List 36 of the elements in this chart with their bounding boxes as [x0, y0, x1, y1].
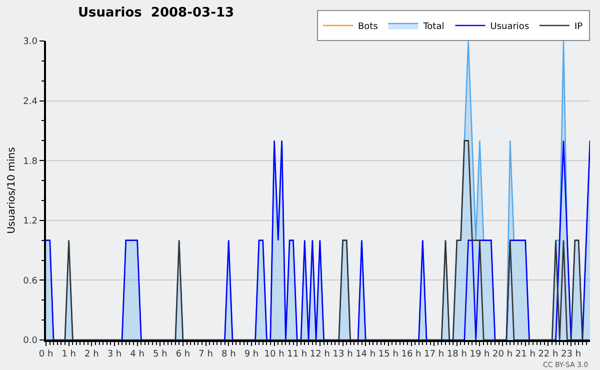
y-axis-title: Usuarios/10 mins: [6, 147, 18, 234]
y-tick-label: 0.6: [23, 276, 38, 286]
y-tick-label: 0.0: [23, 336, 38, 346]
x-tick-label: 10 h: [264, 350, 284, 360]
x-tick-label: 7 h: [198, 350, 213, 360]
x-tick-label: 22 h: [538, 350, 558, 360]
x-tick-label: 9 h: [244, 350, 259, 360]
x-tick-label: 8 h: [221, 350, 236, 360]
legend-label: Total: [422, 22, 444, 32]
legend-label: Usuarios: [490, 22, 530, 32]
x-tick-label: 14 h: [356, 350, 376, 360]
x-tick-label: 11 h: [287, 350, 308, 360]
chart-title: Usuarios 2008-03-13: [78, 6, 234, 20]
legend-label: IP: [574, 22, 584, 32]
x-tick-label: 3 h: [107, 350, 122, 360]
x-tick-label: 2 h: [84, 350, 99, 360]
y-tick-label: 1.2: [23, 216, 38, 227]
x-tick-label: 0 h: [38, 350, 54, 360]
y-tick-label: 3.0: [23, 37, 38, 48]
y-tick-label: 1.8: [23, 156, 38, 167]
x-tick-label: 13 h: [332, 350, 353, 360]
x-tick-label: 17 h: [424, 350, 444, 360]
x-tick-label: 4 h: [130, 350, 144, 360]
x-tick-label: 15 h: [378, 350, 398, 360]
y-tick-label: 2.4: [23, 96, 38, 107]
x-tick-label: 18 h: [446, 350, 467, 360]
legend-label: Bots: [358, 22, 378, 32]
x-tick-label: 16 h: [401, 350, 422, 360]
x-tick-label: 23 h: [561, 350, 582, 360]
x-tick-label: 21 h: [515, 350, 536, 360]
x-tick-label: 5 h: [152, 350, 168, 360]
x-tick-label: 20 h: [492, 350, 513, 360]
x-tick-label: 12 h: [310, 350, 330, 360]
x-tick-label: 6 h: [176, 350, 190, 360]
x-tick-label: 19 h: [470, 350, 490, 360]
x-tick-label: 1 h: [62, 350, 76, 360]
